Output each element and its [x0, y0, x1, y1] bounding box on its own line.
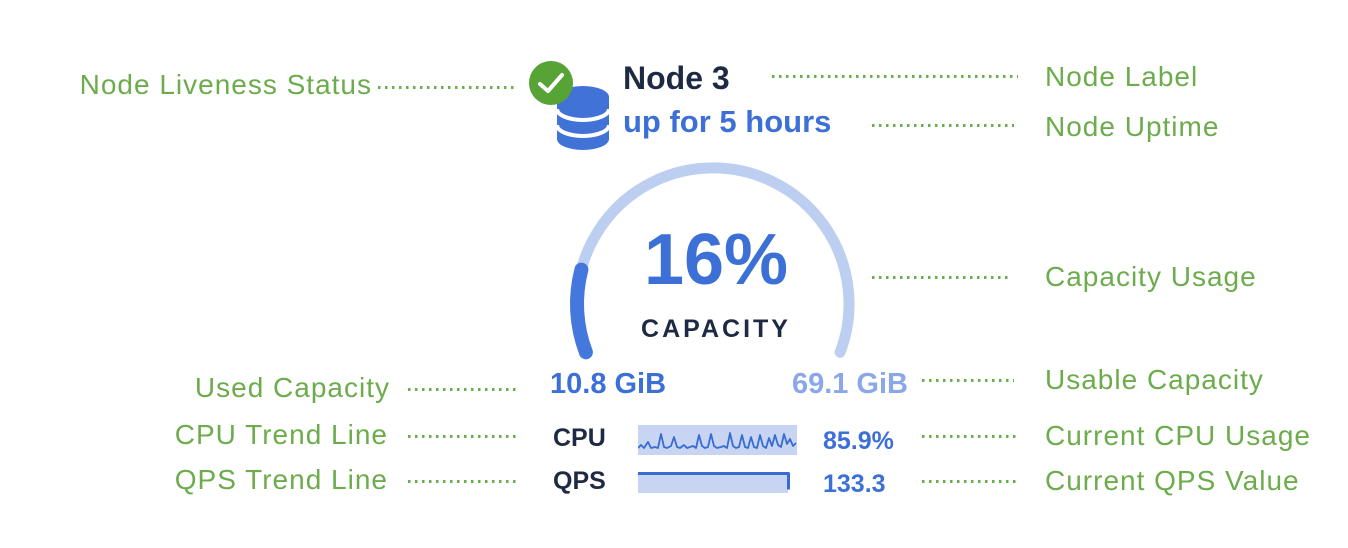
- cpu-metric-label: CPU: [553, 424, 606, 452]
- cpu-trend-sparkline: [638, 425, 797, 455]
- gauge-fill-arc: [570, 262, 593, 360]
- annotation-current-qps-value: Current QPS Value: [1045, 465, 1300, 496]
- leader-line: [408, 480, 520, 483]
- check-circle-icon: [528, 60, 574, 106]
- capacity-caption: CAPACITY: [641, 315, 791, 343]
- qps-trend-chart: [638, 469, 797, 493]
- leader-line: [408, 435, 520, 438]
- annotation-used-capacity: Used Capacity: [194, 372, 390, 403]
- annotation-node-liveness-status: Node Liveness Status: [79, 69, 372, 100]
- qps-current-value: 133.3: [823, 470, 886, 498]
- leader-line: [922, 435, 1018, 438]
- annotation-cpu-trend-line: CPU Trend Line: [174, 419, 388, 450]
- leader-line: [772, 75, 1018, 78]
- leader-line: [922, 379, 1014, 382]
- qps-metric-label: QPS: [553, 467, 606, 495]
- leader-line: [872, 276, 1012, 279]
- cpu-current-value: 85.9%: [823, 427, 894, 455]
- node-uptime: up for 5 hours: [623, 104, 832, 139]
- capacity-usage-percent: 16%: [643, 220, 789, 300]
- leader-line: [922, 480, 1018, 483]
- annotation-current-cpu-usage: Current CPU Usage: [1045, 420, 1311, 451]
- database-icon: [554, 84, 612, 152]
- leader-line: [872, 124, 1014, 127]
- annotation-usable-capacity: Usable Capacity: [1045, 364, 1264, 395]
- annotation-capacity-usage: Capacity Usage: [1045, 261, 1257, 292]
- usable-capacity-value: 69.1 GiB: [791, 368, 908, 400]
- node-label: Node 3: [623, 60, 730, 96]
- used-capacity-value: 10.8 GiB: [550, 368, 667, 400]
- annotation-node-uptime: Node Uptime: [1045, 111, 1220, 142]
- annotation-qps-trend-line: QPS Trend Line: [174, 464, 388, 495]
- leader-line: [408, 388, 520, 391]
- capacity-gauge: [560, 158, 870, 373]
- annotation-node-label: Node Label: [1045, 61, 1199, 92]
- leader-line: [378, 86, 516, 89]
